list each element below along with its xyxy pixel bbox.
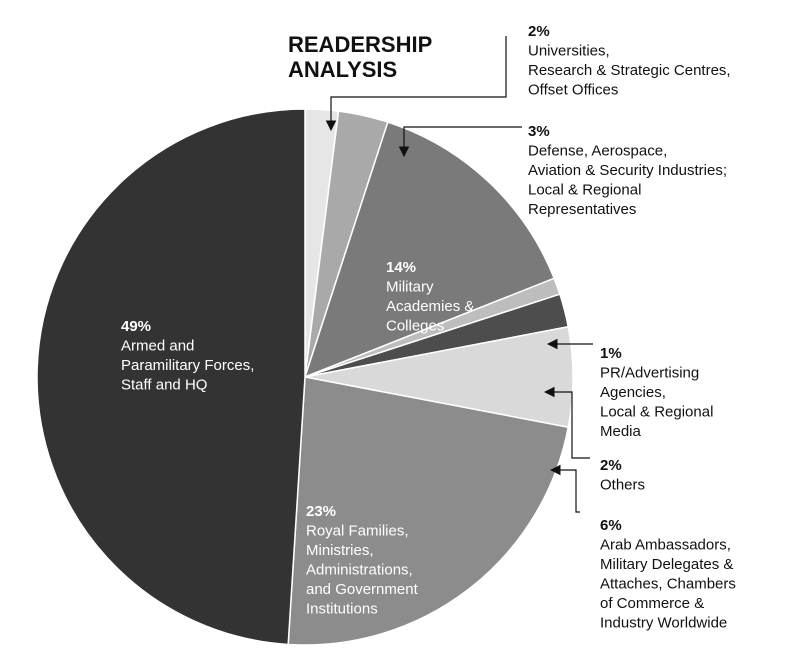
chart-title-line-2: ANALYSIS [288,57,397,82]
slice-percent: 3% [528,123,550,140]
slice-label: 49% Armed and Paramilitary Forces, Staff an… [121,318,254,394]
slice-label-line: of Commerce & [600,595,704,612]
pie-slice [303,121,556,379]
slice-label-line: Arab Ambassadors, [600,537,731,554]
slice-label-line: Ministries, [306,542,374,559]
slice-label: 14% Military Academies & Colleges [386,259,474,335]
slice-percent: 6% [600,517,622,534]
slice-label-line: Aviation & Security Industries; [528,162,727,179]
slice-percent: 49% [121,318,151,335]
slice-label-line: Media [600,423,642,440]
slice-percent: 23% [306,503,336,520]
slice-label-line: Academies & [386,298,474,315]
slice-label-line: Institutions [306,601,378,618]
slice-label-line: Military Delegates & [600,556,733,573]
slice-percent: 1% [600,345,622,362]
leader-line [543,386,590,459]
pie-slices [36,108,574,646]
slice-label-line: Research & Strategic Centres, [528,62,731,79]
slice-percent: 2% [600,457,622,474]
slice-label-line: Local & Regional [600,404,713,421]
slice-label-line: Colleges [386,318,444,335]
slice-label: 23% Royal Families, Ministries, Administrat… [306,503,419,618]
slice-label: 2% Universities, Research & Strategic Cent… [528,23,731,99]
slice-label-line: Attaches, Chambers [600,576,736,593]
slice-label-line: Agencies, [600,384,666,401]
leader-lines [325,36,593,513]
leader-line [325,36,507,132]
chart-title: READERSHIP ANALYSIS [288,32,438,82]
slice-label-line: Royal Families, [306,523,409,540]
slice-label: 1% PR/Advertising Agencies, Local & Regiona… [600,345,713,440]
slice-label-line: Offset Offices [528,82,618,99]
slice-label-line: Universities, [528,43,610,60]
slice-label-line: Representatives [528,201,636,218]
slice-label: 2% Others [600,457,645,494]
slice-label-line: Staff and HQ [121,377,207,394]
slice-label-line: Industry Worldwide [600,615,727,632]
slice-label: 3% Defense, Aerospace, Aviation & Security… [528,123,727,218]
slice-label: 6% Arab Ambassadors, Military Delegates & A… [600,517,736,632]
slice-label-line: and Government [306,581,419,598]
leader-line [398,126,522,158]
pie-slice [36,108,306,646]
slice-percent: 2% [528,23,550,40]
slice-label-line: Others [600,477,645,494]
slice-labels: 2% Universities, Research & Strategic Cent… [121,23,736,632]
slice-label-line: Military [386,279,434,296]
chart-title-line-1: READERSHIP [288,32,432,57]
slice-label-line: Administrations, [306,562,413,579]
slice-label-line: Local & Regional [528,182,641,199]
slice-label-line: Defense, Aerospace, [528,143,667,160]
slice-label-line: PR/Advertising [600,365,699,382]
slice-percent: 14% [386,259,416,276]
slice-label-line: Armed and [121,338,194,355]
leader-line [549,464,580,513]
slice-label-line: Paramilitary Forces, [121,357,254,374]
